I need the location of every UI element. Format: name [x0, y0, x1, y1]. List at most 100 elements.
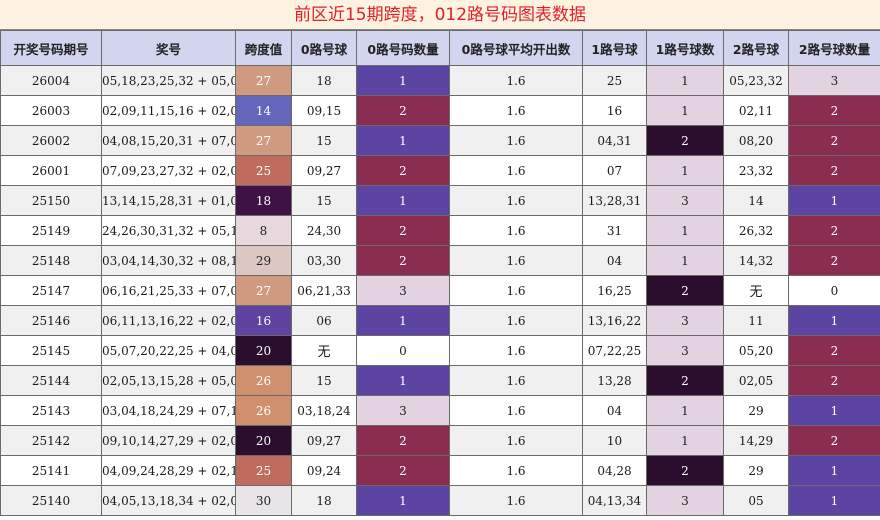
route2-count-cell: 0 — [788, 275, 880, 306]
route1-balls-cell: 13,16,22 — [582, 305, 647, 336]
span-cell: 29 — [235, 245, 292, 276]
header-span: 跨度值 — [235, 30, 292, 66]
route1-count-cell: 3 — [646, 185, 724, 216]
span-cell: 8 — [235, 215, 292, 246]
route2-balls-cell: 05,23,32 — [723, 65, 789, 96]
route0-balls-cell: 无 — [291, 335, 357, 366]
route1-count-cell: 1 — [646, 425, 724, 456]
route1-balls-cell: 04 — [582, 245, 647, 276]
table-row: 25143 03,04,18,24,29 + 07,12 26 03,18,24 3 1.… — [0, 395, 880, 426]
header-route0-count: 0路号码数量 — [356, 30, 450, 66]
span-cell: 27 — [235, 275, 292, 306]
route0-count-cell: 1 — [356, 365, 450, 396]
route0-average-cell: 1.6 — [449, 455, 583, 486]
span-cell: 27 — [235, 125, 292, 156]
route0-balls-cell: 15 — [291, 125, 357, 156]
table-row: 26003 02,09,11,15,16 + 02,04 14 09,15 2 1.6 16… — [0, 95, 880, 126]
route0-balls-cell: 09,24 — [291, 455, 357, 486]
numbers-cell: 09,10,14,27,29 + 02,09 — [101, 425, 236, 456]
route0-balls-cell: 09,15 — [291, 95, 357, 126]
route2-balls-cell: 14,32 — [723, 245, 789, 276]
period-cell: 25144 — [0, 365, 102, 396]
numbers-cell: 05,18,23,25,32 + 05,09 — [101, 65, 236, 96]
span-cell: 25 — [235, 455, 292, 486]
numbers-cell: 02,09,11,15,16 + 02,04 — [101, 95, 236, 126]
route0-count-cell: 1 — [356, 125, 450, 156]
route2-count-cell: 1 — [788, 455, 880, 486]
route0-balls-cell: 03,18,24 — [291, 395, 357, 426]
header-route1-balls: 1路号球 — [582, 30, 647, 66]
route1-balls-cell: 31 — [582, 215, 647, 246]
route2-balls-cell: 29 — [723, 395, 789, 426]
route2-count-cell: 1 — [788, 305, 880, 336]
route2-balls-cell: 14,29 — [723, 425, 789, 456]
span-cell: 20 — [235, 335, 292, 366]
period-cell: 25146 — [0, 305, 102, 336]
table-row: 26001 07,09,23,27,32 + 02,08 25 09,27 2 1.6 07… — [0, 155, 880, 186]
route0-balls-cell: 24,30 — [291, 215, 357, 246]
route2-count-cell: 2 — [788, 365, 880, 396]
route1-count-cell: 1 — [646, 95, 724, 126]
route2-balls-cell: 02,05 — [723, 365, 789, 396]
route1-count-cell: 3 — [646, 335, 724, 366]
route2-balls-cell: 11 — [723, 305, 789, 336]
route2-balls-cell: 无 — [723, 275, 789, 306]
numbers-cell: 03,04,14,30,32 + 08,12 — [101, 245, 236, 276]
route2-count-cell: 2 — [788, 125, 880, 156]
route2-balls-cell: 05,20 — [723, 335, 789, 366]
table-row: 25140 04,05,13,18,34 + 02,08 30 18 1 1.6 04,13… — [0, 485, 880, 516]
route1-balls-cell: 10 — [582, 425, 647, 456]
route0-count-cell: 3 — [356, 275, 450, 306]
span-cell: 26 — [235, 395, 292, 426]
route2-count-cell: 2 — [788, 425, 880, 456]
route2-count-cell: 2 — [788, 95, 880, 126]
route1-balls-cell: 07,22,25 — [582, 335, 647, 366]
numbers-cell: 03,04,18,24,29 + 07,12 — [101, 395, 236, 426]
route2-count-cell: 1 — [788, 395, 880, 426]
numbers-cell: 04,05,13,18,34 + 02,08 — [101, 485, 236, 516]
header-route0-average: 0路号球平均开出数 — [449, 30, 583, 66]
period-cell: 25150 — [0, 185, 102, 216]
route2-balls-cell: 08,20 — [723, 125, 789, 156]
route0-count-cell: 3 — [356, 395, 450, 426]
route1-balls-cell: 04,28 — [582, 455, 647, 486]
route0-count-cell: 2 — [356, 425, 450, 456]
route1-count-cell: 2 — [646, 125, 724, 156]
route0-balls-cell: 06,21,33 — [291, 275, 357, 306]
route1-count-cell: 1 — [646, 395, 724, 426]
route0-count-cell: 2 — [356, 155, 450, 186]
period-cell: 25145 — [0, 335, 102, 366]
route2-balls-cell: 02,11 — [723, 95, 789, 126]
route0-balls-cell: 09,27 — [291, 425, 357, 456]
header-route2-balls: 2路号球 — [723, 30, 789, 66]
numbers-cell: 13,14,15,28,31 + 01,05 — [101, 185, 236, 216]
route1-balls-cell: 04,31 — [582, 125, 647, 156]
table-row: 26002 04,08,15,20,31 + 07,08 27 15 1 1.6 04,31… — [0, 125, 880, 156]
route1-balls-cell: 16 — [582, 95, 647, 126]
period-cell: 25147 — [0, 275, 102, 306]
numbers-cell: 06,16,21,25,33 + 07,08 — [101, 275, 236, 306]
span-cell: 27 — [235, 65, 292, 96]
header-route0-balls: 0路号球 — [291, 30, 357, 66]
period-cell: 25149 — [0, 215, 102, 246]
route2-balls-cell: 23,32 — [723, 155, 789, 186]
route2-count-cell: 2 — [788, 155, 880, 186]
route1-balls-cell: 04 — [582, 395, 647, 426]
route0-balls-cell: 09,27 — [291, 155, 357, 186]
table-row: 25145 05,07,20,22,25 + 04,05 20 无 0 1.6 07,22,… — [0, 335, 880, 366]
route0-count-cell: 2 — [356, 245, 450, 276]
route2-count-cell: 1 — [788, 485, 880, 516]
route0-balls-cell: 06 — [291, 305, 357, 336]
period-cell: 25143 — [0, 395, 102, 426]
route1-count-cell: 1 — [646, 215, 724, 246]
route0-count-cell: 2 — [356, 455, 450, 486]
route0-balls-cell: 18 — [291, 65, 357, 96]
route2-count-cell: 2 — [788, 245, 880, 276]
route1-balls-cell: 04,13,34 — [582, 485, 647, 516]
route0-average-cell: 1.6 — [449, 185, 583, 216]
route0-count-cell: 0 — [356, 335, 450, 366]
route1-count-cell: 1 — [646, 155, 724, 186]
table-row: 25141 04,09,24,28,29 + 02,10 25 09,24 2 1.6 04… — [0, 455, 880, 486]
numbers-cell: 05,07,20,22,25 + 04,05 — [101, 335, 236, 366]
